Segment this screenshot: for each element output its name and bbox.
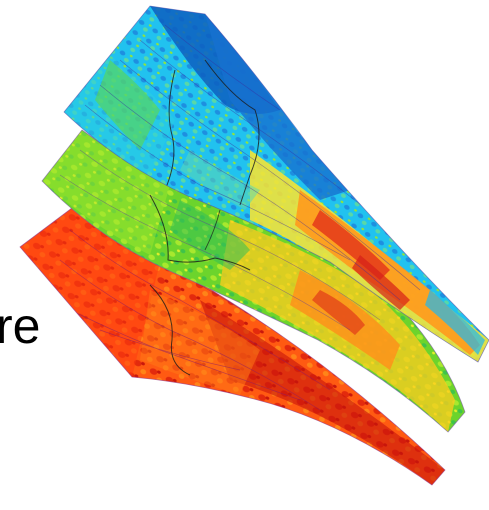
top-layer-edge xyxy=(63,5,489,363)
cropped-text: re xyxy=(0,298,41,354)
